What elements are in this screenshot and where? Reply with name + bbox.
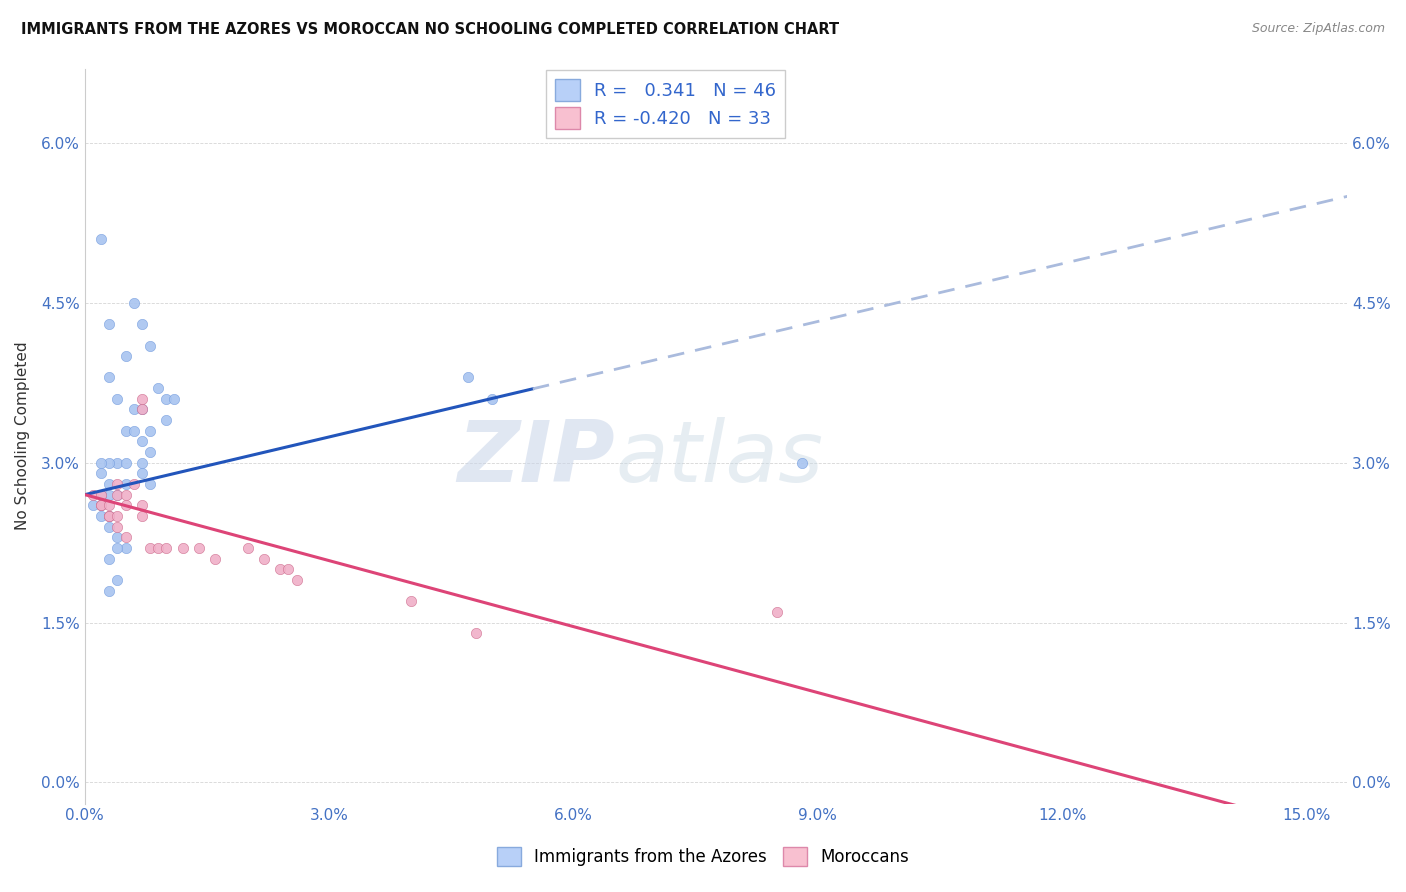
Point: [139, 338, 162, 352]
Point: [163, 392, 186, 406]
Point: [98, 477, 121, 491]
Point: [122, 296, 145, 310]
Point: [90, 498, 112, 512]
Point: [107, 530, 129, 544]
Text: IMMIGRANTS FROM THE AZORES VS MOROCCAN NO SCHOOLING COMPLETED CORRELATION CHART: IMMIGRANTS FROM THE AZORES VS MOROCCAN N…: [21, 22, 839, 37]
Point: [107, 488, 129, 502]
Point: [98, 456, 121, 470]
Point: [131, 392, 153, 406]
Point: [98, 519, 121, 533]
Point: [122, 424, 145, 438]
Y-axis label: No Schooling Completed: No Schooling Completed: [15, 342, 30, 531]
Point: [790, 456, 813, 470]
Point: [139, 477, 162, 491]
Point: [146, 541, 169, 555]
Point: [122, 477, 145, 491]
Point: [277, 562, 299, 576]
Point: [90, 467, 112, 481]
Point: [90, 508, 112, 523]
Point: [90, 456, 112, 470]
Point: [269, 562, 291, 576]
Point: [481, 392, 503, 406]
Point: [107, 573, 129, 587]
Point: [98, 370, 121, 384]
Text: ZIP: ZIP: [457, 417, 614, 500]
Point: [131, 456, 153, 470]
Point: [98, 583, 121, 598]
Point: [98, 508, 121, 523]
Point: [114, 424, 136, 438]
Point: [107, 456, 129, 470]
Point: [131, 402, 153, 417]
Point: [131, 498, 153, 512]
Point: [122, 402, 145, 417]
Point: [236, 541, 259, 555]
Point: [399, 594, 422, 608]
Point: [107, 392, 129, 406]
Point: [114, 349, 136, 363]
Point: [131, 402, 153, 417]
Point: [139, 541, 162, 555]
Point: [82, 488, 104, 502]
Point: [98, 317, 121, 331]
Point: [155, 413, 177, 427]
Point: [90, 488, 112, 502]
Point: [98, 488, 121, 502]
Point: [139, 424, 162, 438]
Point: [107, 519, 129, 533]
Point: [107, 508, 129, 523]
Point: [155, 541, 177, 555]
Point: [204, 551, 226, 566]
Point: [82, 498, 104, 512]
Point: [139, 445, 162, 459]
Point: [464, 626, 486, 640]
Point: [98, 508, 121, 523]
Point: [98, 498, 121, 512]
Text: Source: ZipAtlas.com: Source: ZipAtlas.com: [1251, 22, 1385, 36]
Point: [285, 573, 308, 587]
Point: [90, 232, 112, 246]
Legend: R =   0.341   N = 46, R = -0.420   N = 33: R = 0.341 N = 46, R = -0.420 N = 33: [546, 70, 786, 137]
Point: [90, 488, 112, 502]
Point: [90, 498, 112, 512]
Point: [131, 467, 153, 481]
Point: [131, 508, 153, 523]
Point: [766, 605, 789, 619]
Point: [98, 508, 121, 523]
Point: [107, 477, 129, 491]
Point: [114, 456, 136, 470]
Text: atlas: atlas: [614, 417, 823, 500]
Point: [114, 498, 136, 512]
Point: [114, 541, 136, 555]
Point: [253, 551, 276, 566]
Point: [98, 551, 121, 566]
Point: [457, 370, 479, 384]
Point: [187, 541, 209, 555]
Legend: Immigrants from the Azores, Moroccans: Immigrants from the Azores, Moroccans: [489, 838, 917, 875]
Point: [114, 488, 136, 502]
Point: [114, 530, 136, 544]
Point: [90, 498, 112, 512]
Point: [155, 392, 177, 406]
Point: [146, 381, 169, 395]
Point: [131, 434, 153, 449]
Point: [114, 477, 136, 491]
Point: [131, 317, 153, 331]
Point: [107, 541, 129, 555]
Point: [172, 541, 194, 555]
Point: [107, 488, 129, 502]
